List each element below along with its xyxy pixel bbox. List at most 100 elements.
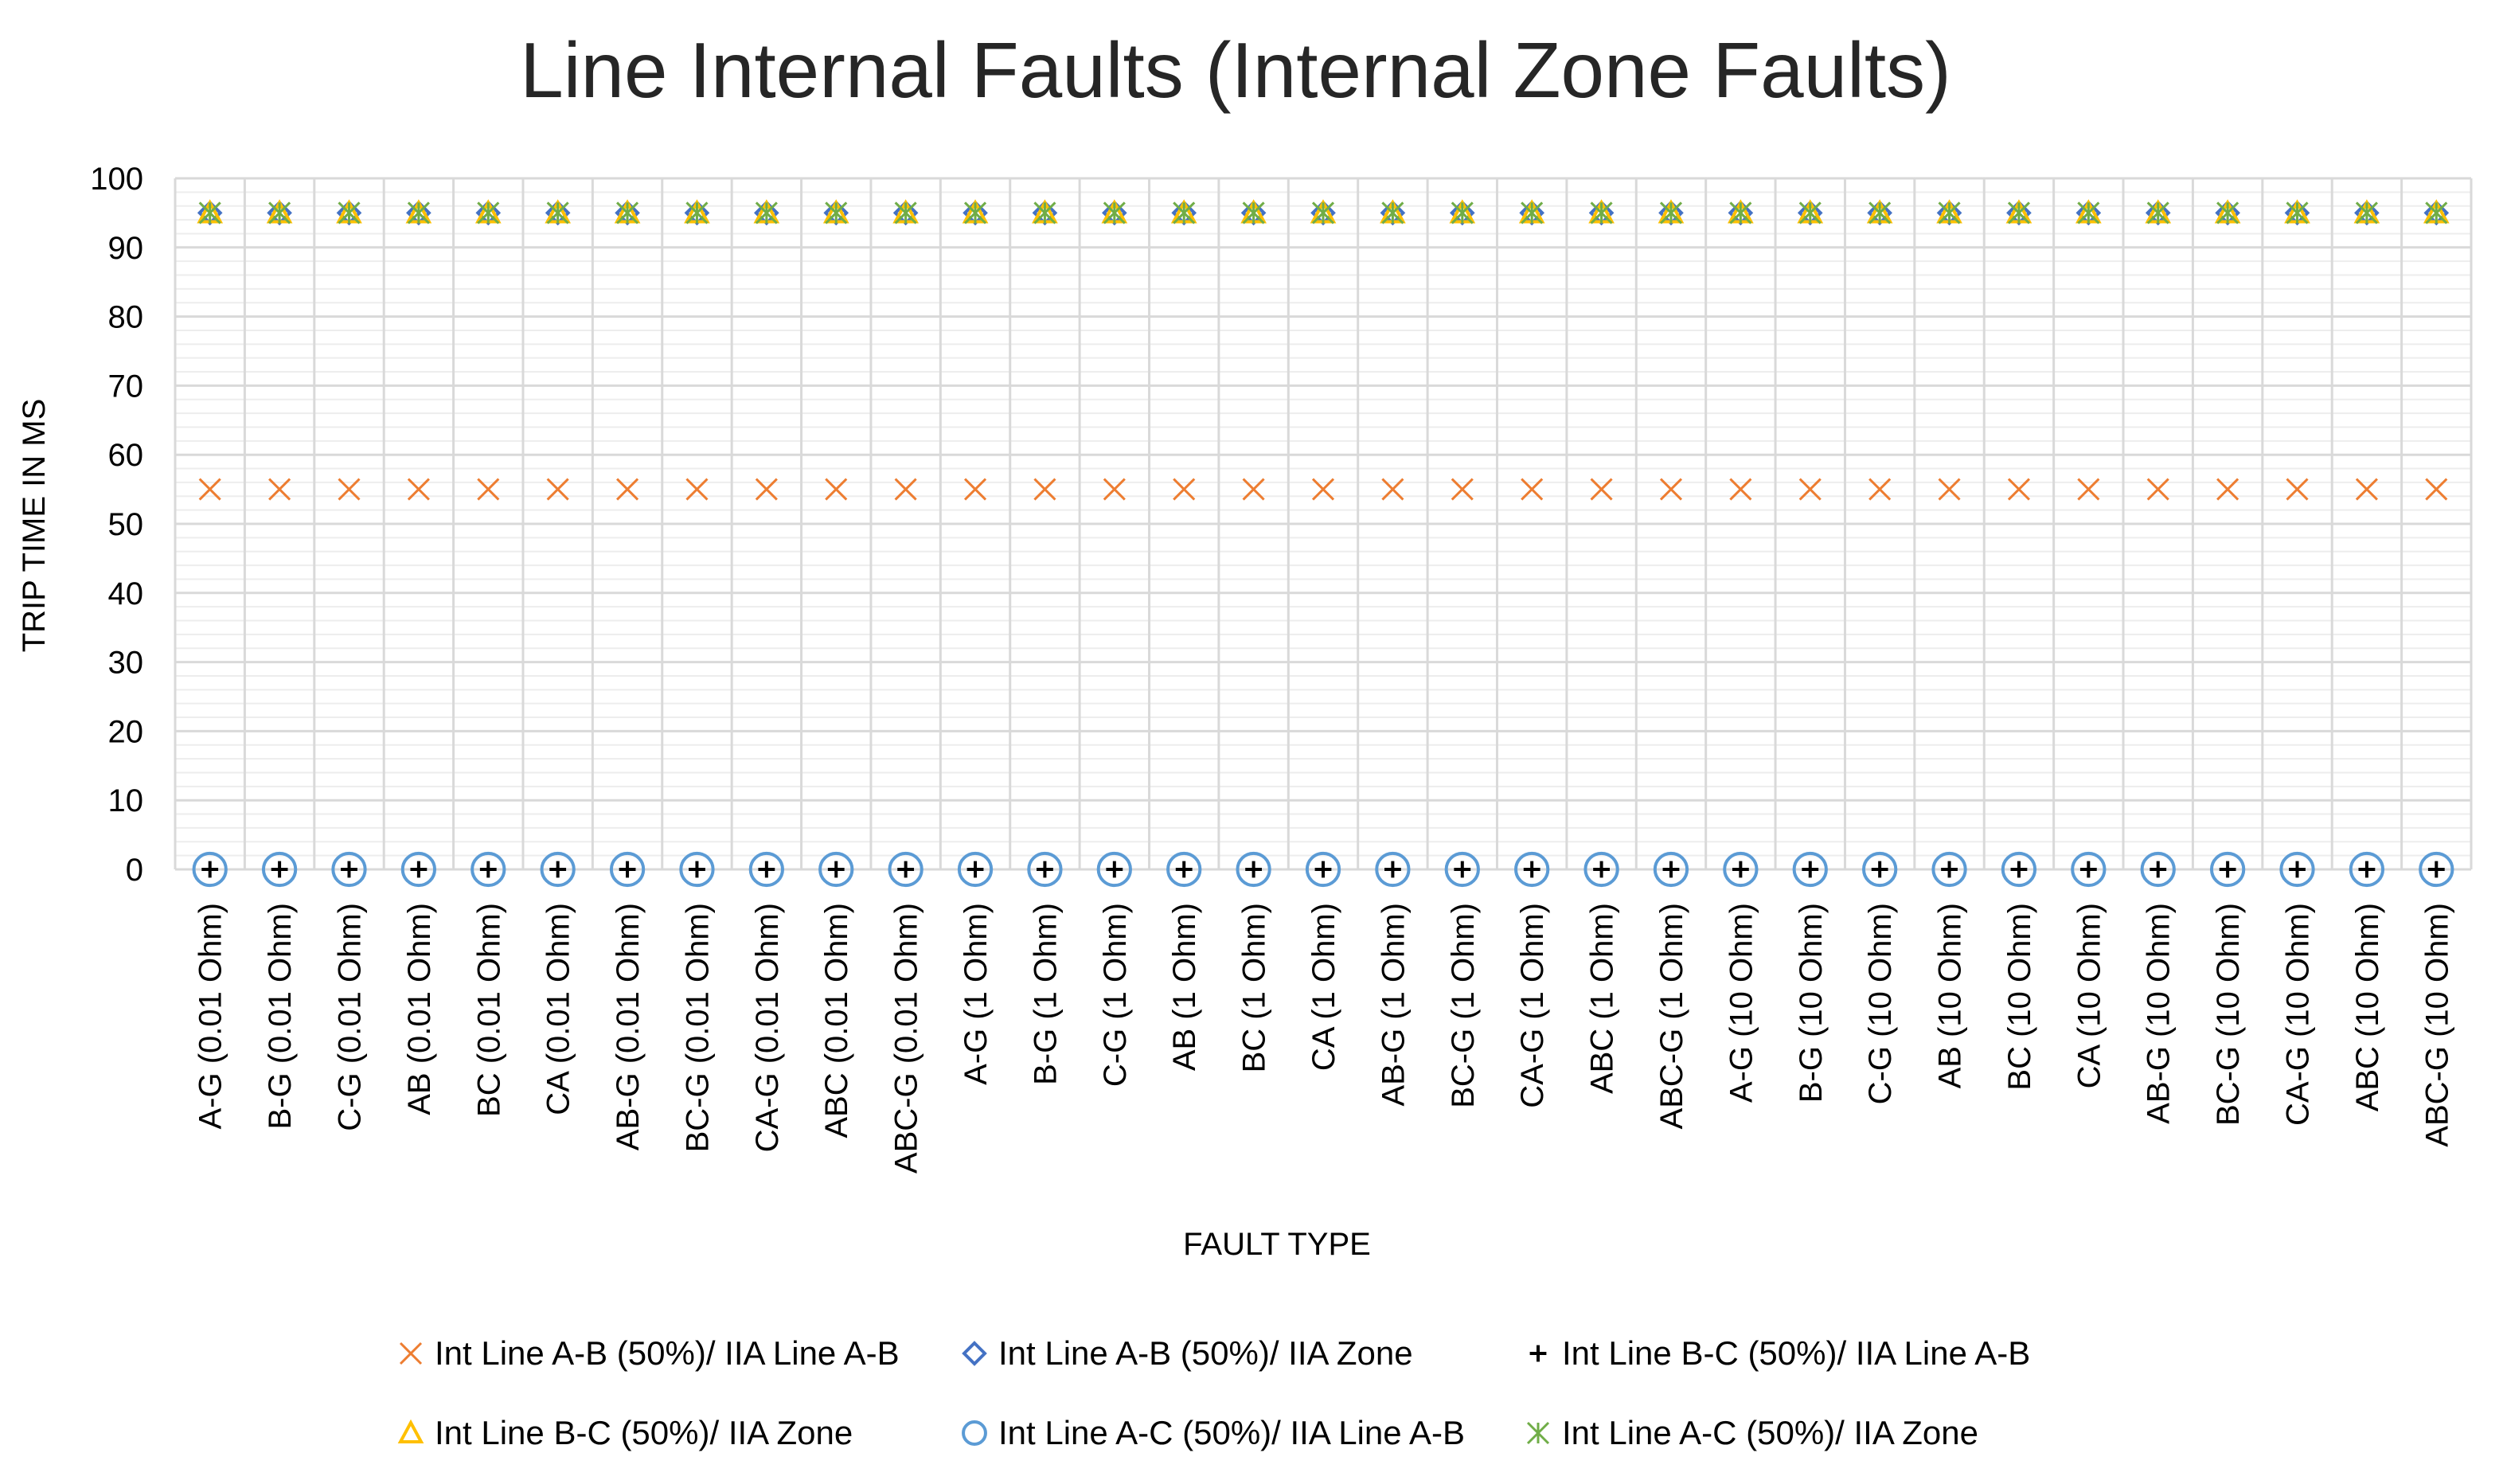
data-point-circle xyxy=(1096,851,1132,888)
legend-marker-star xyxy=(1526,1421,1550,1445)
data-point-circle xyxy=(1514,851,1550,888)
data-point-star xyxy=(2425,201,2448,225)
y-tick-label: 60 xyxy=(108,438,144,473)
data-point-plus xyxy=(1523,861,1540,878)
legend-label: Int Line A-B (50%)/ IIA Zone xyxy=(998,1334,1413,1372)
x-stroke xyxy=(1242,478,1265,501)
data-point-star xyxy=(963,201,987,225)
x-stroke xyxy=(1798,478,1822,501)
x-tick-label: AB (0.01 Ohm) xyxy=(402,903,437,1115)
circle-shape xyxy=(471,851,506,888)
data-point-plus xyxy=(2358,861,2376,878)
data-point-x xyxy=(1868,478,1892,501)
data-point-star xyxy=(1938,201,1961,225)
x-stroke xyxy=(1451,478,1474,501)
data-point-circle xyxy=(1375,851,1411,888)
x-tick-label: CA (10 Ohm) xyxy=(2072,903,2107,1088)
x-stroke xyxy=(1659,478,1683,501)
data-point-circle xyxy=(1723,851,1759,888)
data-point-x xyxy=(2007,478,2031,501)
x-stroke xyxy=(338,478,361,501)
circle-shape xyxy=(888,851,923,888)
data-point-star xyxy=(268,201,291,225)
circle-shape xyxy=(2140,851,2176,888)
x-tick-label: BC (0.01 Ohm) xyxy=(471,903,506,1117)
data-point-circle xyxy=(748,851,784,888)
series-triangle xyxy=(197,199,2450,224)
data-point-circle xyxy=(609,851,646,888)
legend: Int Line A-B (50%)/ IIA Line A-B Int Line… xyxy=(397,1334,2030,1451)
data-point-x xyxy=(1938,478,1961,501)
data-point-plus xyxy=(1662,861,1680,878)
data-point-star xyxy=(477,201,500,225)
x-tick-label: AB (1 Ohm) xyxy=(1167,903,1202,1071)
data-point-circle xyxy=(957,851,994,888)
x-tick-label: A-G (1 Ohm) xyxy=(959,903,994,1085)
x-stroke xyxy=(1868,478,1892,501)
x-axis-title: FAULT TYPE xyxy=(1183,1227,1371,1262)
x-tick-label: AB-G (0.01 Ohm) xyxy=(611,903,646,1150)
x-tick-label: B-G (10 Ohm) xyxy=(1794,903,1829,1103)
triangle-shape xyxy=(397,1419,424,1444)
data-point-star xyxy=(755,201,778,225)
circle-shape xyxy=(2209,851,2246,888)
x-tick-label: ABC-G (10 Ohm) xyxy=(2419,903,2454,1147)
data-point-star xyxy=(1521,201,1544,225)
data-point-plus xyxy=(1245,861,1263,878)
data-point-plus xyxy=(1593,861,1610,878)
x-tick-label: ABC (0.01 Ohm) xyxy=(819,903,854,1138)
data-point-plus xyxy=(2219,861,2236,878)
data-point-star xyxy=(825,201,848,225)
data-point-x xyxy=(198,478,221,501)
circle-shape xyxy=(1444,851,1480,888)
y-tick-label: 50 xyxy=(108,507,144,542)
legend-item: Int Line A-C (50%)/ IIA Line A-B xyxy=(962,1414,1465,1451)
data-point-plus xyxy=(2427,861,2445,878)
legend-label: Int Line A-C (50%)/ IIA Zone xyxy=(1562,1414,1978,1451)
x-tick-label: CA (1 Ohm) xyxy=(1306,903,1341,1071)
legend-item: Int Line A-B (50%)/ IIA Line A-B xyxy=(399,1334,900,1372)
y-tick-label: 10 xyxy=(108,783,144,818)
data-point-x xyxy=(1242,478,1265,501)
data-point-plus xyxy=(341,861,357,878)
series-x xyxy=(198,478,2448,501)
data-point-x xyxy=(546,478,569,501)
x-tick-label: A-G (0.01 Ohm) xyxy=(193,903,228,1130)
circle-shape xyxy=(1027,851,1063,888)
data-point-x xyxy=(1451,478,1474,501)
y-axis-title: TRIP TIME IN MS xyxy=(17,399,52,653)
data-point-x xyxy=(1590,478,1613,501)
data-point-plus xyxy=(1384,861,1401,878)
x-stroke xyxy=(1173,478,1196,501)
x-tick-label: BC-G (1 Ohm) xyxy=(1446,903,1481,1108)
x-stroke xyxy=(2286,478,2309,501)
x-stroke xyxy=(1103,478,1126,501)
data-point-star xyxy=(2216,201,2239,225)
circle-shape xyxy=(1723,851,1759,888)
circle-shape xyxy=(2001,851,2037,888)
x-tick-label: CA (0.01 Ohm) xyxy=(541,903,576,1115)
data-point-circle xyxy=(888,851,923,888)
x-stroke xyxy=(2425,478,2448,501)
legend-marker-diamond xyxy=(962,1341,987,1366)
legend-marker-circle xyxy=(962,1420,987,1446)
data-point-star xyxy=(1381,201,1404,225)
x-stroke xyxy=(477,478,500,501)
circle-shape xyxy=(679,851,715,888)
data-point-star xyxy=(894,201,917,225)
data-point-circle xyxy=(1792,851,1828,888)
data-point-star xyxy=(1103,201,1126,225)
data-point-plus xyxy=(2079,861,2097,878)
x-stroke xyxy=(1033,478,1056,501)
data-point-circle xyxy=(679,851,715,888)
data-point-star xyxy=(1033,201,1056,225)
data-point-star xyxy=(546,201,569,225)
circle-shape xyxy=(261,851,298,888)
data-point-circle xyxy=(1931,851,1967,888)
data-point-plus xyxy=(201,861,219,878)
data-point-x xyxy=(477,478,500,501)
data-point-x xyxy=(1033,478,1056,501)
legend-item: Int Line A-C (50%)/ IIA Zone xyxy=(1526,1414,1978,1451)
data-point-plus xyxy=(966,861,984,878)
data-point-plus xyxy=(2289,861,2306,878)
